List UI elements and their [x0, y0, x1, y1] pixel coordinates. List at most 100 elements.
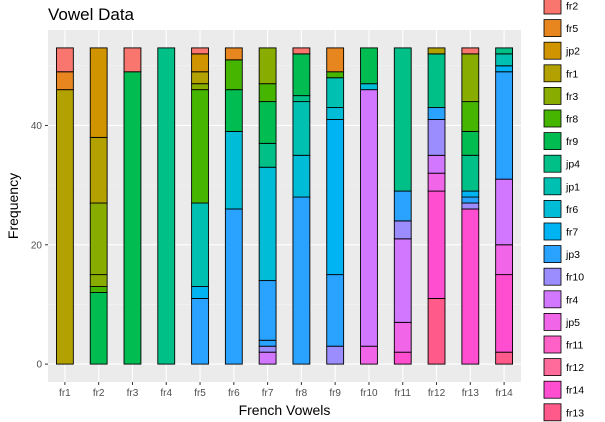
legend-key	[543, 335, 562, 354]
bar-segment	[89, 286, 108, 293]
bar-segment	[157, 47, 176, 365]
legend-key	[543, 199, 562, 218]
plot-panel	[48, 30, 521, 382]
legend-label: fr1	[566, 68, 578, 80]
bar-segment	[393, 351, 412, 365]
bar-segment	[292, 47, 311, 55]
bar-segment	[258, 345, 277, 353]
bar-segment	[461, 130, 480, 156]
bar-segment	[326, 47, 345, 73]
bar-stack-fr5	[191, 47, 209, 365]
bar-segment	[461, 47, 480, 55]
bar-segment	[55, 71, 74, 91]
bar-segment	[495, 274, 514, 353]
legend-item-fr13: fr13	[543, 403, 584, 422]
x-tick-label: fr3	[127, 388, 139, 399]
legend-key	[543, 245, 562, 264]
legend-label: fr6	[566, 204, 578, 216]
bar-segment	[427, 47, 446, 55]
legend-item-fr5: fr5	[543, 19, 578, 38]
bar-segment	[89, 202, 108, 276]
bar-segment	[224, 89, 243, 132]
bar-segment	[427, 298, 446, 365]
bar-segment	[393, 220, 412, 240]
bar-segment	[258, 339, 277, 347]
legend-item-fr6: fr6	[543, 199, 578, 218]
y-axis-title: Frequency	[5, 173, 21, 239]
x-tick-label: fr8	[296, 388, 308, 399]
bar-segment	[326, 71, 345, 79]
legend-item-fr11: fr11	[543, 335, 583, 354]
legend-key	[543, 403, 562, 422]
bar-stack-fr3	[123, 47, 142, 365]
y-tick-label: 20	[31, 240, 43, 251]
bar-segment	[191, 71, 209, 85]
legend-item-fr14: fr14	[543, 380, 584, 399]
bar-segment	[427, 107, 446, 120]
bar-segment	[89, 292, 108, 365]
bar-segment	[191, 202, 209, 287]
x-tick-label: fr14	[495, 388, 513, 399]
bar-segment	[427, 154, 446, 174]
legend-label: fr2	[566, 1, 578, 13]
bar-segment	[258, 166, 277, 282]
x-tick-label: fr9	[329, 388, 341, 399]
legend-item-jp2: jp2	[543, 41, 580, 60]
legend-label: fr13	[566, 407, 584, 419]
bar-segment	[393, 321, 412, 353]
bar-segment	[123, 47, 142, 73]
bar-segment	[292, 53, 311, 97]
legend-key	[543, 312, 562, 331]
bar-segment	[326, 107, 345, 120]
legend-item-fr10: fr10	[543, 267, 584, 286]
bar-segment	[55, 47, 74, 73]
x-tick-label: fr4	[160, 388, 172, 399]
bar-segment	[461, 154, 480, 192]
legend-key	[543, 64, 562, 83]
bar-segment	[292, 95, 311, 103]
bar-stack-fr13	[461, 47, 480, 365]
legend-key	[543, 380, 562, 399]
x-axis-ticks: fr1 fr2 fr3 fr4 fr5 fr6 fr7 fr8 fr9 fr10 fr11 fr12 f…	[59, 382, 513, 399]
bar-segment	[461, 202, 480, 210]
legend-label: fr8	[566, 114, 578, 126]
legend-item-fr2: fr2	[543, 0, 578, 15]
bar-segment	[89, 136, 108, 204]
bar-segment	[258, 280, 277, 341]
bar-segment	[326, 345, 345, 365]
bar-stack-fr4	[157, 47, 176, 365]
x-tick-label: fr2	[93, 388, 105, 399]
y-tick-label: 40	[31, 121, 43, 132]
bar-segment	[461, 101, 480, 132]
bar-segment	[461, 208, 480, 365]
bar-segment	[360, 47, 378, 85]
bar-segment	[326, 274, 345, 347]
legend-label: fr5	[566, 23, 578, 35]
bar-segment	[495, 178, 514, 246]
bar-segment	[292, 196, 311, 365]
legend-key	[543, 290, 562, 309]
bar-segment	[55, 89, 74, 365]
bar-segment	[495, 351, 514, 365]
bar-segment	[292, 101, 311, 156]
legend-label: fr3	[566, 91, 578, 103]
legend-item-fr9: fr9	[543, 132, 578, 151]
bar-segment	[191, 53, 209, 73]
bar-stack-fr14	[495, 47, 514, 365]
x-tick-label: fr13	[462, 388, 480, 399]
bar-stack-fr11	[393, 47, 412, 365]
x-tick-label: fr12	[428, 388, 446, 399]
bar-segment	[258, 101, 277, 144]
legend-key	[543, 87, 562, 105]
legend-key	[543, 177, 562, 196]
bar-segment	[224, 59, 243, 91]
legend-label: jp2	[565, 46, 580, 58]
legend-item-jp3: jp3	[543, 245, 580, 264]
bar-segment	[393, 238, 412, 323]
bar-segment	[495, 71, 514, 180]
legend-label: fr9	[566, 136, 578, 148]
bar-segment	[360, 89, 378, 347]
bar-segment	[191, 298, 209, 365]
legend-key	[543, 358, 562, 377]
